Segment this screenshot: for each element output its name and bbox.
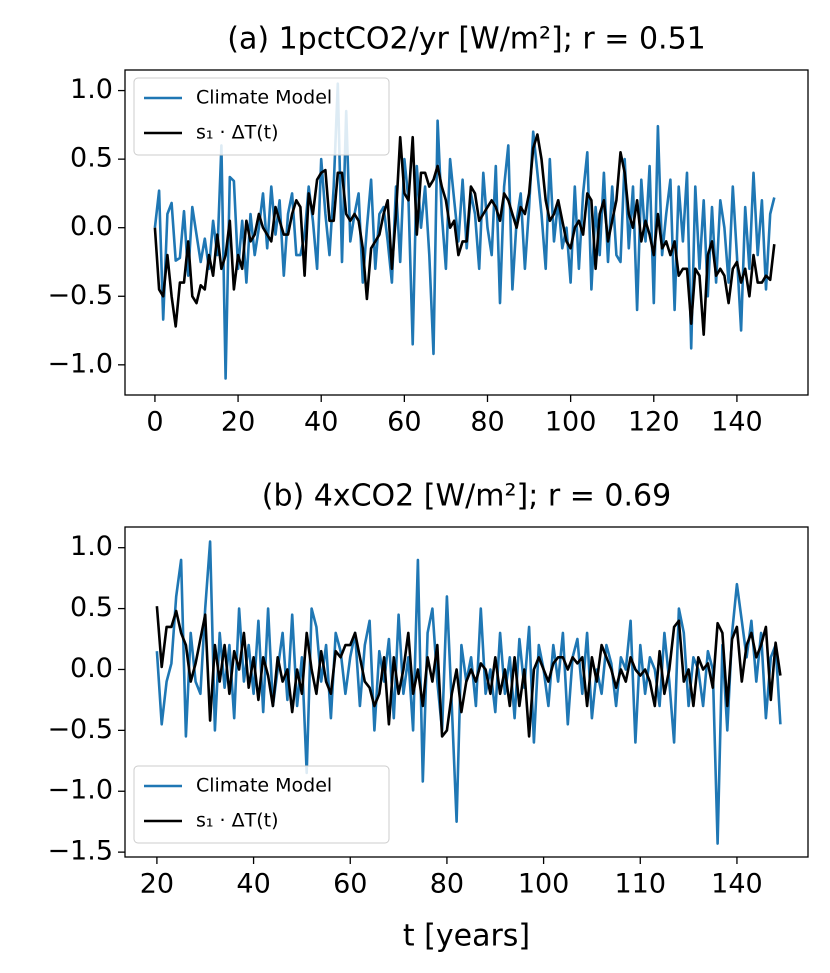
y-tick-label: −1.0 [47, 348, 113, 379]
y-tick-label: 0.0 [70, 211, 113, 242]
x-tick-label: 80 [470, 407, 504, 438]
legend-box [133, 765, 390, 844]
chart-title: (b) 4xCO2 [W/m²]; r = 0.69 [262, 479, 671, 514]
data-line [153, 133, 776, 336]
chart-title: (a) 1pctCO2/yr [W/m²]; r = 0.51 [227, 22, 706, 57]
axes-frame [124, 526, 809, 858]
y-tick-label: 1.0 [70, 74, 113, 105]
data-line [155, 540, 782, 845]
legend-label: Climate Model [196, 87, 332, 109]
legend-label: Climate Model [196, 775, 332, 797]
x-tick-label: 140 [711, 869, 763, 900]
x-tick-label: 0 [146, 407, 163, 438]
legend-label: s₁ · ΔT(t) [196, 810, 279, 832]
y-tick-label: 0.5 [70, 143, 113, 174]
x-axis-label: t [years] [403, 919, 530, 954]
x-tick-label: 110 [614, 869, 666, 900]
x-tick-label: 40 [304, 407, 338, 438]
x-tick-label: 40 [236, 869, 270, 900]
x-tick-label: 20 [140, 869, 174, 900]
x-tick-label: 140 [711, 407, 763, 438]
y-tick-label: 0.5 [70, 592, 113, 623]
legend-label: s₁ · ΔT(t) [196, 122, 279, 144]
x-tick-label: 100 [518, 869, 570, 900]
y-tick-label: −0.5 [47, 714, 113, 745]
legend-box [133, 77, 390, 156]
data-line [155, 606, 782, 738]
y-tick-label: −0.5 [47, 280, 113, 311]
y-tick-label: 1.0 [70, 531, 113, 562]
y-tick-label: 0.0 [70, 653, 113, 684]
x-tick-label: 60 [387, 407, 421, 438]
y-tick-label: −1.5 [47, 836, 113, 867]
axes-frame [124, 69, 809, 396]
x-tick-label: 80 [430, 869, 464, 900]
plot-area [153, 82, 776, 380]
x-tick-label: 60 [333, 869, 367, 900]
x-tick-label: 100 [545, 407, 597, 438]
y-tick-label: −1.0 [47, 775, 113, 806]
x-tick-label: 120 [628, 407, 680, 438]
plot-area [155, 540, 782, 845]
x-tick-label: 20 [221, 407, 255, 438]
data-line [153, 82, 776, 380]
